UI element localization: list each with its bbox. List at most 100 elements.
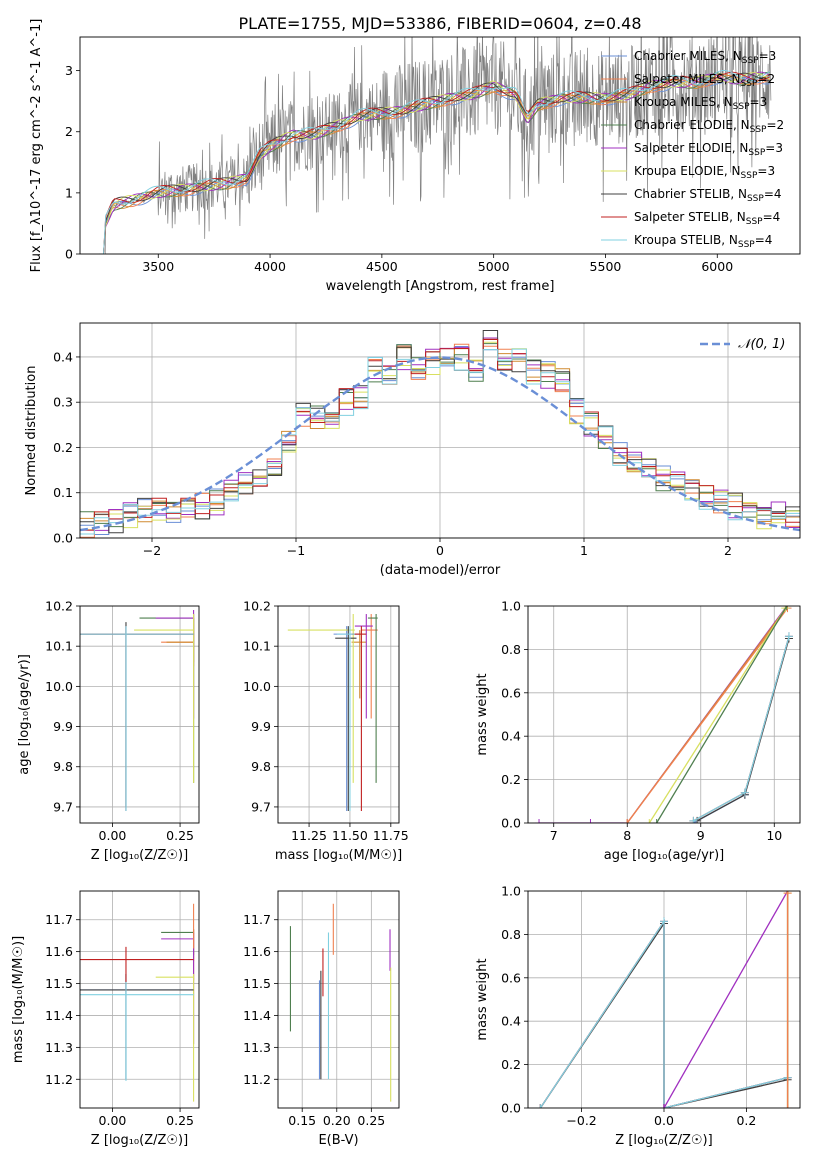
legend-sub: SSP <box>750 125 767 135</box>
y-tick-label: 0.4 <box>501 729 521 744</box>
y-tick-label: 10.1 <box>243 639 271 654</box>
x-axis-label: Z [log₁₀(Z/Z☉)] <box>91 848 188 863</box>
weight-marker-salpeter_elodie <box>535 819 544 823</box>
x-tick-label: 8 <box>623 828 631 843</box>
hist-series-salpeter_stelib <box>80 339 800 531</box>
legend-label-kroupa_stelib: Kroupa STELIB, NSSP=4 <box>634 233 772 250</box>
plot-area <box>528 606 800 823</box>
legend-normal-label: 𝒩(0, 1) <box>738 337 785 352</box>
axes-age_vs_Z: 0.00 0.25 9.7 9.8 9.9 10.0 10.1 10.2 Z [log₁₀(Z/… <box>17 599 200 863</box>
x-tick-label: 0.25 <box>357 1113 385 1128</box>
legend-label-salpeter_stelib: Salpeter STELIB, NSSP=4 <box>634 210 780 227</box>
x-tick-label: 5500 <box>590 259 622 274</box>
y-tick-label: 0.0 <box>501 816 521 831</box>
y-tick-label: 11.4 <box>243 1008 271 1023</box>
weight-marker-salpeter_miles <box>783 1104 792 1108</box>
x-tick-label: 1 <box>580 543 588 558</box>
axes-frame <box>277 605 400 824</box>
y-tick-label: 11.7 <box>45 912 73 927</box>
legend-sub: SSP <box>742 56 759 66</box>
model-line-chabrier_stelib <box>99 72 770 254</box>
axes-age_vs_mass: 11.25 11.50 11.75 9.7 9.8 9.9 10.0 10.1 10.2 mass… <box>243 599 409 864</box>
x-tick-label: −2 <box>143 543 161 558</box>
legend-suffix: =2 <box>757 72 775 86</box>
legend-sub: SSP <box>733 102 750 112</box>
x-axis-label: mass [log₁₀(M/M☉)] <box>275 848 402 863</box>
x-axis-label: age [log₁₀(age/yr)] <box>604 848 725 863</box>
y-tick-label: 9.8 <box>251 759 271 774</box>
weight-line-kroupa_stelib <box>539 919 788 1108</box>
plot-area <box>528 891 800 1108</box>
y-tick-label: 11.7 <box>243 912 271 927</box>
x-tick-label: 0.2 <box>736 1113 756 1128</box>
hist-series-chabrier_stelib <box>80 330 800 534</box>
weight-marker-kroupa_stelib <box>536 1104 545 1108</box>
x-tick-label: 10 <box>766 828 782 843</box>
y-tick-label: 0.8 <box>501 642 521 657</box>
y-tick-label: 9.7 <box>251 799 271 814</box>
y-tick-label: 0.2 <box>53 440 73 455</box>
axes-weight_vs_Z: −0.2 0.0 0.2 0.0 0.2 0.4 0.6 0.8 1.0 Z [log₁₀(Z/Z… <box>475 884 801 1148</box>
x-tick-label: 0 <box>436 543 444 558</box>
axes-frame <box>79 890 200 1109</box>
plot-area <box>99 37 772 254</box>
weight-marker-kroupa_stelib <box>740 788 749 797</box>
y-tick-label: 0.4 <box>501 1014 521 1029</box>
y-axis-label: mass [log₁₀(M/M☉)] <box>11 936 26 1063</box>
weight-marker-salpeter_elodie <box>586 819 595 823</box>
x-tick-label: 3500 <box>142 259 174 274</box>
plot-area <box>80 891 199 1108</box>
legend-sub: SSP <box>748 148 765 158</box>
x-tick-label: 0.00 <box>99 1113 127 1128</box>
y-tick-label: 10.2 <box>243 599 271 614</box>
y-tick-label: 9.9 <box>251 719 271 734</box>
y-tick-label: 10.1 <box>45 639 73 654</box>
legend-sub: SSP <box>747 194 764 204</box>
legend-label-salpeter_elodie: Salpeter ELODIE, NSSP=3 <box>634 141 783 158</box>
y-axis-label: mass weight <box>475 958 490 1040</box>
weight-marker-salpeter_miles <box>623 819 632 823</box>
weight-marker-kroupa_elodie <box>645 819 654 823</box>
axes-frame <box>79 605 200 824</box>
legend-label-chabrier_stelib: Chabrier STELIB, NSSP=4 <box>634 187 782 204</box>
legend-suffix: =4 <box>755 233 773 247</box>
legend-label-chabrier_elodie: Chabrier ELODIE, NSSP=2 <box>634 118 784 135</box>
x-tick-label: 4000 <box>254 259 286 274</box>
x-tick-label: 2 <box>724 543 732 558</box>
x-axis-label: (data-model)/error <box>380 563 501 578</box>
weight-marker-salpeter_elodie <box>660 1104 668 1108</box>
legend-label-salpeter_miles: Salpeter MILES, NSSP=2 <box>634 72 775 89</box>
plot-area <box>80 606 199 823</box>
x-tick-label: 0.20 <box>323 1113 351 1128</box>
y-tick-label: 10.0 <box>45 679 73 694</box>
axes-frame <box>79 36 801 255</box>
x-axis-label: Z [log₁₀(Z/Z☉)] <box>615 1133 712 1148</box>
x-tick-label: 6000 <box>701 259 733 274</box>
legend-suffix: =2 <box>766 118 784 132</box>
x-tick-label: 0.25 <box>166 1113 194 1128</box>
x-axis-label: E(B-V) <box>318 1133 358 1148</box>
x-tick-label: −1 <box>287 543 305 558</box>
y-tick-label: 1.0 <box>501 599 521 614</box>
legend-sub: SSP <box>738 240 755 250</box>
model-line-chabrier_elodie <box>99 72 770 254</box>
y-axis-label: age [log₁₀(age/yr)] <box>17 654 32 775</box>
x-tick-label: 11.75 <box>373 828 409 843</box>
x-tick-label: 0.15 <box>288 1113 316 1128</box>
legend-sub: SSP <box>741 79 758 89</box>
y-tick-label: 0.6 <box>501 970 521 985</box>
x-tick-label: 0.25 <box>166 828 194 843</box>
y-tick-label: 11.2 <box>243 1072 271 1087</box>
legend-suffix: =4 <box>763 210 781 224</box>
legend-sub: SSP <box>746 217 763 227</box>
legend-label-chabrier_miles: Chabrier MILES, NSSP=3 <box>634 49 776 66</box>
model-line-chabrier_miles <box>99 76 770 254</box>
normal-curve <box>80 356 800 532</box>
y-axis-label: Flux [f_λ10^-17 erg cm^-2 s^-1 A^-1] <box>29 19 44 273</box>
weight-marker-kroupa_stelib <box>689 816 698 823</box>
plot-area <box>278 891 399 1108</box>
weight-line-salpeter_elodie <box>539 606 788 823</box>
x-tick-label: 0.0 <box>654 1113 674 1128</box>
legend-suffix: =3 <box>750 95 768 109</box>
axes-mass_vs_ebv: 0.15 0.20 0.25 11.2 11.3 11.4 11.5 11.6 11.7 E(B-… <box>243 890 400 1148</box>
